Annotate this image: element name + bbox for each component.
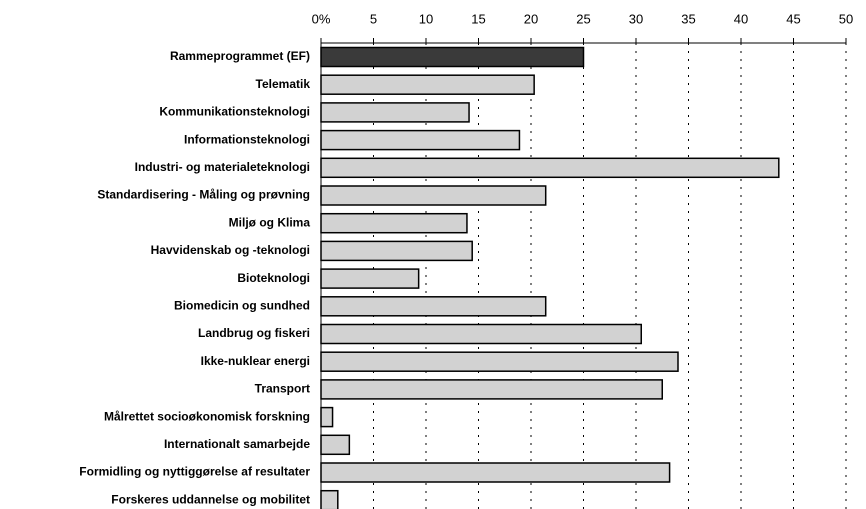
x-tick-label: 15 [471,11,485,26]
category-label: Formidling og nyttiggørelse af resultate… [79,465,310,479]
bar [320,46,585,68]
bar [320,406,334,428]
category-label: Telematik [256,77,311,91]
category-label: Internationalt samarbejde [164,437,310,451]
x-tick-label: 5 [370,11,377,26]
category-label: Målrettet socioøkonomisk forskning [104,409,310,423]
bar [320,129,521,151]
bar [320,268,420,289]
x-tick-label: 40 [734,11,748,26]
bar [320,157,780,179]
category-label: Standardisering - Måling og prøvning [97,188,310,202]
x-tick-label: 0% [312,11,331,26]
x-tick-label: 35 [681,11,695,26]
x-tick-label: 30 [629,11,643,26]
category-label: Miljø og Klima [229,215,311,229]
x-tick-label: 10 [419,11,433,26]
bar [320,296,547,317]
category-label: Rammeprogrammet (EF) [170,49,310,63]
category-label: Ikke-nuklear energi [201,354,310,368]
bar [320,379,663,400]
bar [320,462,671,483]
bar [320,240,473,262]
category-label: Biomedicin og sundhed [174,298,310,312]
category-label: Landbrug og fiskeri [198,326,310,340]
x-tick-label: 50 [839,11,853,26]
category-label: Transport [255,382,310,396]
bar [320,351,679,372]
x-tick-label: 20 [524,11,538,26]
bar [320,212,468,234]
bar [320,434,351,456]
bar [320,185,547,206]
bar [320,489,339,509]
category-label: Informationsteknologi [184,132,310,146]
bar [320,102,470,123]
x-tick-label: 25 [576,11,590,26]
category-label: Industri- og materialeteknologi [135,160,310,174]
bar [320,74,535,95]
bar [320,323,642,345]
category-label: Havvidenskab og -teknologi [151,243,310,257]
x-tick-label: 45 [786,11,800,26]
category-label: Bioteknologi [237,271,310,285]
category-label: Kommunikationsteknologi [159,105,310,119]
category-label: Forskeres uddannelse og mobilitet [111,492,310,506]
